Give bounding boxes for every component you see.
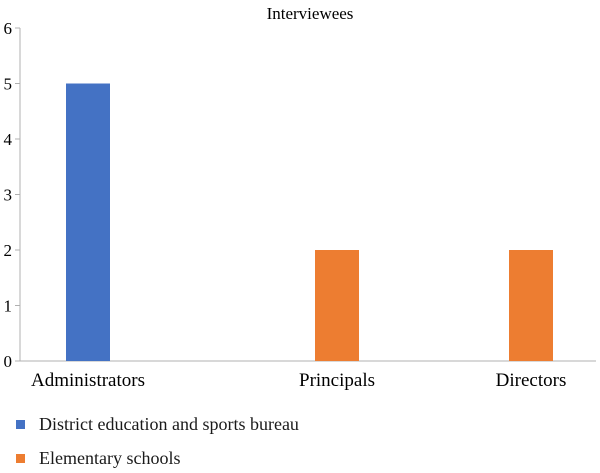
legend-item-district: District education and sports bureau — [16, 414, 299, 435]
legend-item-elementary: Elementary schools — [16, 448, 180, 469]
bar-directors — [509, 250, 553, 361]
y-tick-label: 4 — [4, 130, 13, 149]
bar-principals — [315, 250, 359, 361]
y-tick-label: 6 — [4, 19, 13, 38]
y-tick-label: 2 — [4, 241, 13, 260]
x-axis-ticks: Administrators Principals Directors — [31, 370, 566, 391]
bars-group — [66, 83, 553, 361]
x-tick-label-principals: Principals — [299, 370, 375, 391]
bar-administrators — [66, 83, 110, 361]
legend-swatch-district — [16, 420, 25, 429]
y-tick-label: 1 — [4, 297, 13, 316]
x-tick-label-administrators: Administrators — [31, 370, 145, 391]
y-tick-label: 5 — [4, 75, 13, 94]
legend-label-elementary: Elementary schools — [39, 448, 181, 468]
x-tick-label-directors: Directors — [496, 370, 567, 391]
bar-chart: Interviewees 0 1 2 3 4 5 6 Administrators Princ… — [4, 4, 596, 391]
legend-swatch-elementary — [16, 454, 25, 463]
y-tick-label: 0 — [4, 352, 13, 371]
legend-label-district: District education and sports bureau — [39, 414, 299, 434]
y-axis-ticks: 0 1 2 3 4 5 6 — [4, 19, 20, 371]
chart-title: Interviewees — [267, 4, 354, 23]
y-tick-label: 3 — [4, 186, 13, 205]
